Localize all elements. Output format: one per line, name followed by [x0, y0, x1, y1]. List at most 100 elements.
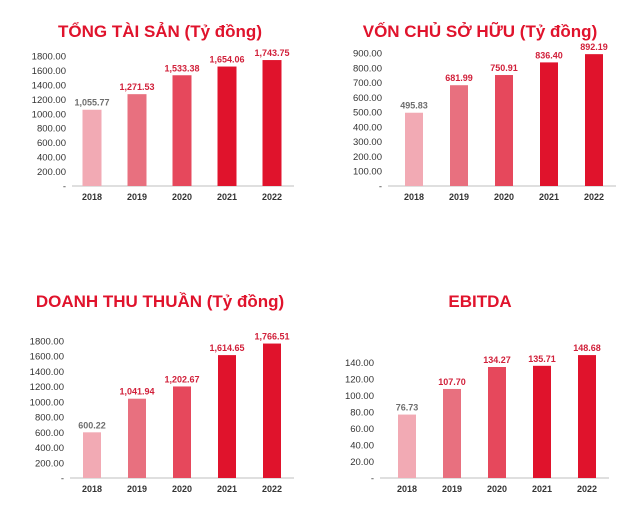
- x-tick-label-2021: 2021: [539, 192, 559, 202]
- data-label-2022: 148.68: [573, 343, 601, 353]
- y-tick-label: 900.00: [353, 49, 382, 60]
- y-tick-label: -: [371, 474, 374, 485]
- data-label-2018: 600.22: [78, 420, 106, 430]
- x-tick-label-2020: 2020: [494, 192, 514, 202]
- y-tick-label: 200.00: [353, 152, 382, 163]
- y-tick-label: -: [63, 182, 66, 193]
- y-tick-label: 300.00: [353, 137, 382, 148]
- chart-title: VỐN CHỦ SỞ HỮU (Tỷ đồng): [362, 22, 598, 41]
- bar-2019: [127, 94, 147, 186]
- data-label-2022: 1,743.75: [254, 48, 289, 58]
- data-label-2020: 1,533.38: [164, 63, 199, 73]
- data-label-2018: 495.83: [400, 101, 428, 111]
- data-label-2019: 681.99: [445, 73, 473, 83]
- bar-2020: [495, 75, 513, 186]
- bar-2022: [578, 355, 596, 478]
- y-tick-label: 20.00: [350, 457, 374, 468]
- x-tick-label-2019: 2019: [442, 484, 462, 494]
- bar-2021: [217, 66, 237, 186]
- x-tick-label-2019: 2019: [127, 484, 147, 494]
- y-tick-label: 100.00: [345, 391, 374, 402]
- y-tick-label: 60.00: [350, 424, 374, 435]
- y-tick-label: 500.00: [353, 108, 382, 119]
- x-tick-label-2021: 2021: [217, 192, 237, 202]
- x-tick-label-2022: 2022: [577, 484, 597, 494]
- x-tick-label-2022: 2022: [262, 484, 282, 494]
- y-tick-label: -: [61, 474, 64, 485]
- y-tick-label: 200.00: [35, 458, 64, 469]
- bar-2018: [82, 109, 102, 186]
- data-label-2021: 135.71: [528, 354, 556, 364]
- bar-2022: [263, 343, 281, 478]
- data-label-2022: 1,766.51: [254, 332, 289, 342]
- x-tick-label-2020: 2020: [487, 484, 507, 494]
- y-tick-label: 1800.00: [30, 337, 64, 348]
- y-tick-label: 1000.00: [32, 109, 66, 120]
- y-tick-label: 800.00: [37, 124, 66, 135]
- data-label-2019: 1,271.53: [119, 82, 154, 92]
- bar-2018: [398, 414, 416, 478]
- y-tick-label: -: [379, 182, 382, 193]
- y-tick-label: 400.00: [37, 153, 66, 164]
- chart-title: DOANH THU THUẦN (Tỷ đồng): [35, 292, 285, 311]
- bar-2020: [488, 367, 506, 478]
- y-tick-label: 1400.00: [30, 367, 64, 378]
- bar-2019: [450, 85, 468, 186]
- y-tick-label: 1600.00: [32, 66, 66, 77]
- data-label-2021: 1,614.65: [209, 343, 244, 353]
- x-tick-label-2022: 2022: [584, 192, 604, 202]
- chart-title: TỔNG TÀI SẢN (Tỷ đồng): [58, 22, 262, 41]
- y-tick-label: 100.00: [353, 167, 382, 178]
- data-label-2018: 1,055.77: [74, 98, 109, 108]
- y-tick-label: 40.00: [350, 440, 374, 451]
- data-label-2021: 836.40: [535, 50, 563, 60]
- chart-owner-equity: VỐN CHỦ SỞ HỮU (Tỷ đồng) - 100.00 200.00 30…: [320, 0, 640, 262]
- y-tick-label: 140.00: [345, 358, 374, 369]
- chart-total-assets: TỔNG TÀI SẢN (Tỷ đồng) - 200.00 400.00 600.…: [0, 0, 320, 262]
- y-tick-label: 600.00: [37, 138, 66, 149]
- bar-chart-owner-equity: - 100.00 200.00 300.00 400.00 500.00 600.00 700…: [353, 42, 616, 202]
- y-tick-label: 800.00: [353, 63, 382, 74]
- y-tick-label: 1600.00: [30, 352, 64, 363]
- y-tick-label: 200.00: [37, 167, 66, 178]
- y-tick-label: 80.00: [350, 407, 374, 418]
- y-tick-label: 400.00: [353, 122, 382, 133]
- x-tick-label-2018: 2018: [82, 484, 102, 494]
- x-tick-label-2020: 2020: [172, 484, 192, 494]
- data-label-2020: 134.27: [483, 355, 511, 365]
- bar-chart-total-assets: - 200.00 400.00 600.00 800.00 1000.00 1200.00 1…: [32, 48, 294, 202]
- y-tick-label: 1400.00: [32, 80, 66, 91]
- bar-2021: [540, 62, 558, 186]
- bar-chart-ebitda: - 20.00 40.00 60.00 80.00 100.00 120.00 140.00 7…: [345, 343, 609, 494]
- x-tick-label-2018: 2018: [404, 192, 424, 202]
- y-tick-label: 1200.00: [30, 382, 64, 393]
- y-tick-label: 600.00: [353, 93, 382, 104]
- chart-title: EBITDA: [448, 292, 512, 311]
- x-tick-label-2021: 2021: [532, 484, 552, 494]
- x-tick-label-2020: 2020: [172, 192, 192, 202]
- y-tick-label: 1200.00: [32, 95, 66, 106]
- chart-net-revenue: DOANH THU THUẦN (Tỷ đồng) - 200.00 400.00 6…: [0, 262, 320, 524]
- bar-2018: [405, 112, 423, 186]
- bar-2022: [585, 54, 603, 186]
- bar-2018: [83, 432, 101, 478]
- data-label-2020: 750.91: [490, 63, 518, 73]
- bar-chart-net-revenue: - 200.00 400.00 600.00 800.00 1000.00 1200.00 1…: [30, 332, 294, 494]
- y-tick-label: 600.00: [35, 428, 64, 439]
- chart-ebitda: EBITDA - 20.00 40.00 60.00 80.00 100.00 120.00…: [320, 262, 640, 524]
- bar-2022: [262, 60, 282, 186]
- data-label-2022: 892.19: [580, 42, 608, 52]
- data-label-2020: 1,202.67: [164, 374, 199, 384]
- y-tick-label: 800.00: [35, 413, 64, 424]
- y-tick-label: 120.00: [345, 374, 374, 385]
- bar-2021: [533, 365, 551, 478]
- x-tick-label-2018: 2018: [397, 484, 417, 494]
- bar-2019: [443, 388, 461, 478]
- y-tick-label: 700.00: [353, 78, 382, 89]
- bar-2020: [173, 386, 191, 478]
- y-tick-label: 400.00: [35, 443, 64, 454]
- x-tick-label-2022: 2022: [262, 192, 282, 202]
- x-tick-label-2018: 2018: [82, 192, 102, 202]
- data-label-2021: 1,654.06: [209, 55, 244, 65]
- bar-2019: [128, 398, 146, 478]
